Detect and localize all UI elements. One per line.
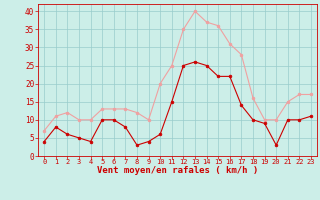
X-axis label: Vent moyen/en rafales ( km/h ): Vent moyen/en rafales ( km/h ) — [97, 166, 258, 175]
